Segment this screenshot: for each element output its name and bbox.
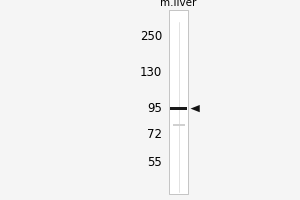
Text: m.liver: m.liver [160,0,197,8]
Text: 95: 95 [147,102,162,114]
Bar [172,124,184,126]
Text: 250: 250 [140,29,162,43]
Bar [169,10,188,194]
Text: 130: 130 [140,66,162,79]
Text: 72: 72 [147,129,162,142]
Bar [170,107,187,110]
Text: 55: 55 [147,156,162,168]
Polygon shape [190,105,200,112]
